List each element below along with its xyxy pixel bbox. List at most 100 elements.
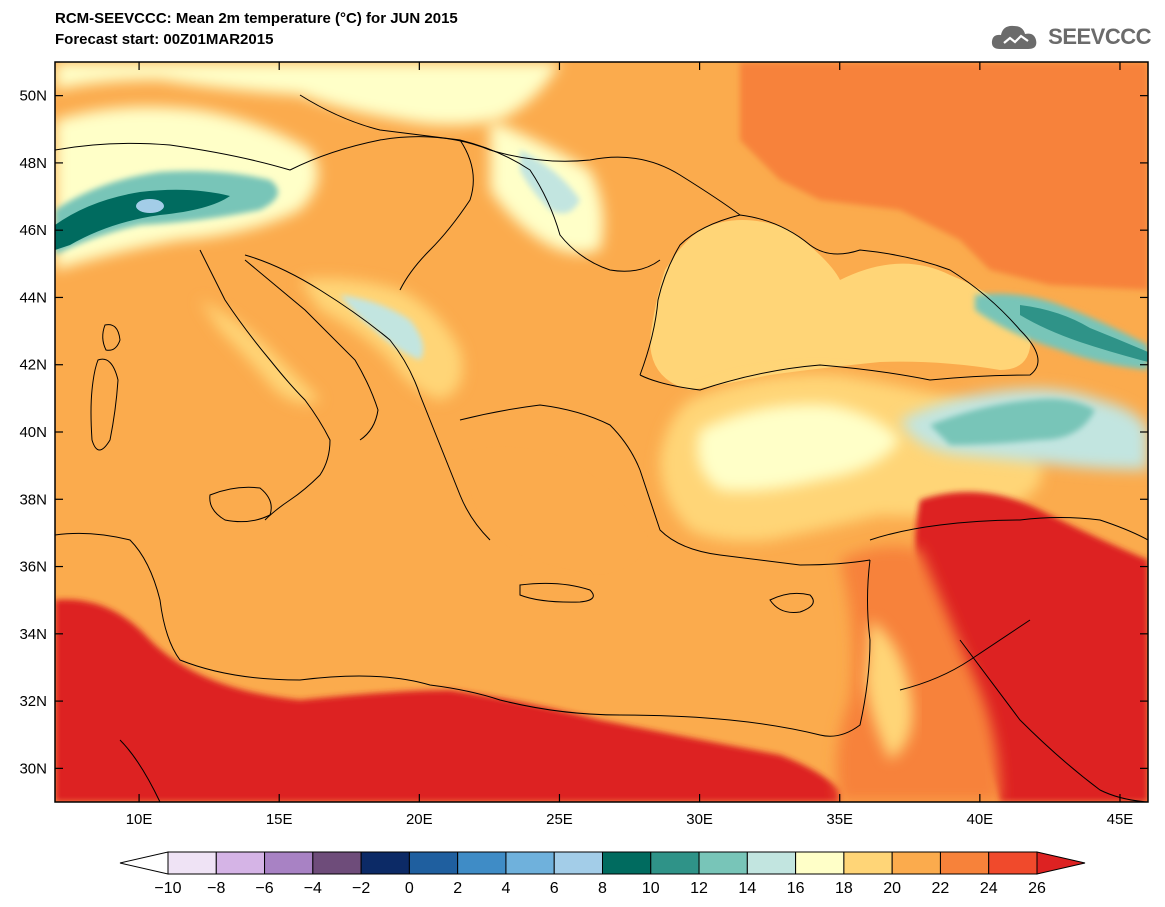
latitude-axis: 50N 48N 46N 44N 42N 40N 38N 36N 34N 32N 30N: [19, 88, 1148, 777]
colorbar-label: 16: [787, 880, 805, 897]
colorbar-segment: [698, 851, 748, 875]
colorbar-label: 0: [405, 880, 414, 897]
sardinia: [90, 358, 119, 451]
colorbar-segment: [746, 851, 797, 875]
lat-tick-label: 30N: [19, 760, 47, 777]
field-26-north-africa: [55, 599, 840, 802]
seevccc-logo: SEEVCCC: [990, 21, 1151, 53]
colorbar-label: −6: [255, 880, 273, 897]
title-block: RCM-SEEVCCC: Mean 2m temperature (°C) fo…: [55, 8, 458, 50]
lon-tick-label: 35E: [826, 811, 853, 828]
inland-borders-2: [459, 139, 661, 272]
colorbar-label: 20: [883, 880, 901, 897]
colorbar-label: 26: [1028, 880, 1046, 897]
corsica: [102, 324, 121, 351]
crete: [519, 582, 594, 603]
lat-tick-label: 40N: [19, 424, 47, 441]
field-20-levant-highlands: [865, 620, 913, 760]
cyprus: [769, 592, 814, 613]
italy-west-coast: [199, 249, 331, 521]
libya-tunisia-border: [119, 739, 161, 802]
colorbar-segment: [843, 851, 893, 875]
colorbar-label: 8: [598, 880, 607, 897]
map-subtitle: Forecast start: 00Z01MAR2015: [55, 31, 274, 48]
lon-tick-label: 20E: [406, 811, 433, 828]
field-20-balkans: [300, 278, 463, 400]
colorbar-label: 14: [738, 880, 756, 897]
field-24-levant: [836, 546, 1000, 802]
lat-tick-label: 32N: [19, 693, 47, 710]
field-24-north: [740, 62, 1148, 290]
lon-tick-label: 15E: [266, 811, 293, 828]
field-10-alps: [55, 189, 230, 250]
colorbar-label: 24: [980, 880, 998, 897]
field-14-balkans: [340, 295, 424, 360]
adriatic-east-coast: [244, 254, 491, 541]
colorbar-segment: [167, 851, 217, 875]
lat-tick-label: 42N: [19, 357, 47, 374]
logo-text: SEEVCCC: [1048, 24, 1151, 49]
lat-tick-label: 46N: [19, 222, 47, 239]
colorbar-segment: [408, 851, 459, 875]
sicily: [209, 486, 272, 523]
aegean-anatolia-coast: [459, 404, 871, 566]
colorbar-label: 22: [932, 880, 950, 897]
colorbar-segment: [264, 851, 314, 875]
longitude-axis: 10E 15E 20E 25E 30E 35E 40E 45E: [126, 62, 1134, 828]
north-africa-coast: [55, 532, 871, 737]
colorbar-segment: [602, 851, 652, 875]
lat-tick-label: 38N: [19, 491, 47, 508]
colorbar-segment: [650, 851, 700, 875]
black-sea-coast: [639, 214, 1039, 391]
field-18-anatolia: [697, 404, 900, 492]
colorbar-label: −4: [304, 880, 322, 897]
colorbar-segment: [312, 851, 362, 875]
lat-tick-label: 36N: [19, 559, 47, 576]
colorbar-segment: [457, 851, 507, 875]
cloud-icon: [992, 25, 1037, 49]
field-12-east-turkey: [930, 398, 1095, 445]
lon-tick-label: 30E: [686, 811, 713, 828]
field-20-italy: [200, 300, 320, 404]
colorbar-label: 10: [642, 880, 660, 897]
temperature-field: [55, 62, 1148, 802]
italy-east-coast: [244, 259, 379, 441]
colorbar-segment: [795, 851, 845, 875]
field-8-alps-peak: [136, 199, 164, 213]
colorbar-segment: [939, 851, 990, 875]
colorbar-segment: [988, 851, 1038, 875]
colorbar-label: −10: [154, 880, 181, 897]
turkey-syria-border: [869, 517, 1148, 541]
colorbar-segment: [553, 851, 604, 875]
lon-tick-label: 40E: [966, 811, 993, 828]
field-18-central-europe: [55, 62, 560, 125]
colorbar: −10 −8 −6 −4 −2 0 2 4 6 8 10 12 14 16 18 20 22 24 26: [119, 851, 1086, 897]
lon-tick-label: 45E: [1107, 811, 1134, 828]
lat-tick-label: 48N: [19, 155, 47, 172]
field-14-carpathians: [520, 150, 580, 214]
jordan-border: [899, 619, 1031, 691]
colorbar-segment: [360, 851, 410, 875]
colorbar-max-triangle: [1036, 851, 1086, 875]
lon-tick-label: 25E: [546, 811, 573, 828]
field-10-caucasus: [1020, 305, 1148, 362]
colorbar-label: 2: [453, 880, 462, 897]
colorbar-label: 12: [690, 880, 708, 897]
coastlines: [55, 94, 1148, 802]
field-22-aegean: [470, 446, 650, 575]
lat-tick-label: 44N: [19, 289, 47, 306]
colorbar-label: 6: [550, 880, 559, 897]
colorbar-segment: [891, 851, 941, 875]
colorbar-label: 4: [501, 880, 510, 897]
colorbar-label: −8: [207, 880, 225, 897]
colorbar-label: 18: [835, 880, 853, 897]
field-20-black-sea: [650, 220, 1031, 390]
lon-tick-label: 10E: [126, 811, 153, 828]
inland-borders-1: [299, 94, 474, 291]
colorbar-min-triangle: [119, 851, 169, 875]
syria-iraq-border: [959, 639, 1148, 802]
colorbar-segment: [215, 851, 266, 875]
lat-tick-label: 50N: [19, 88, 47, 105]
central-europe-borders: [55, 136, 741, 216]
